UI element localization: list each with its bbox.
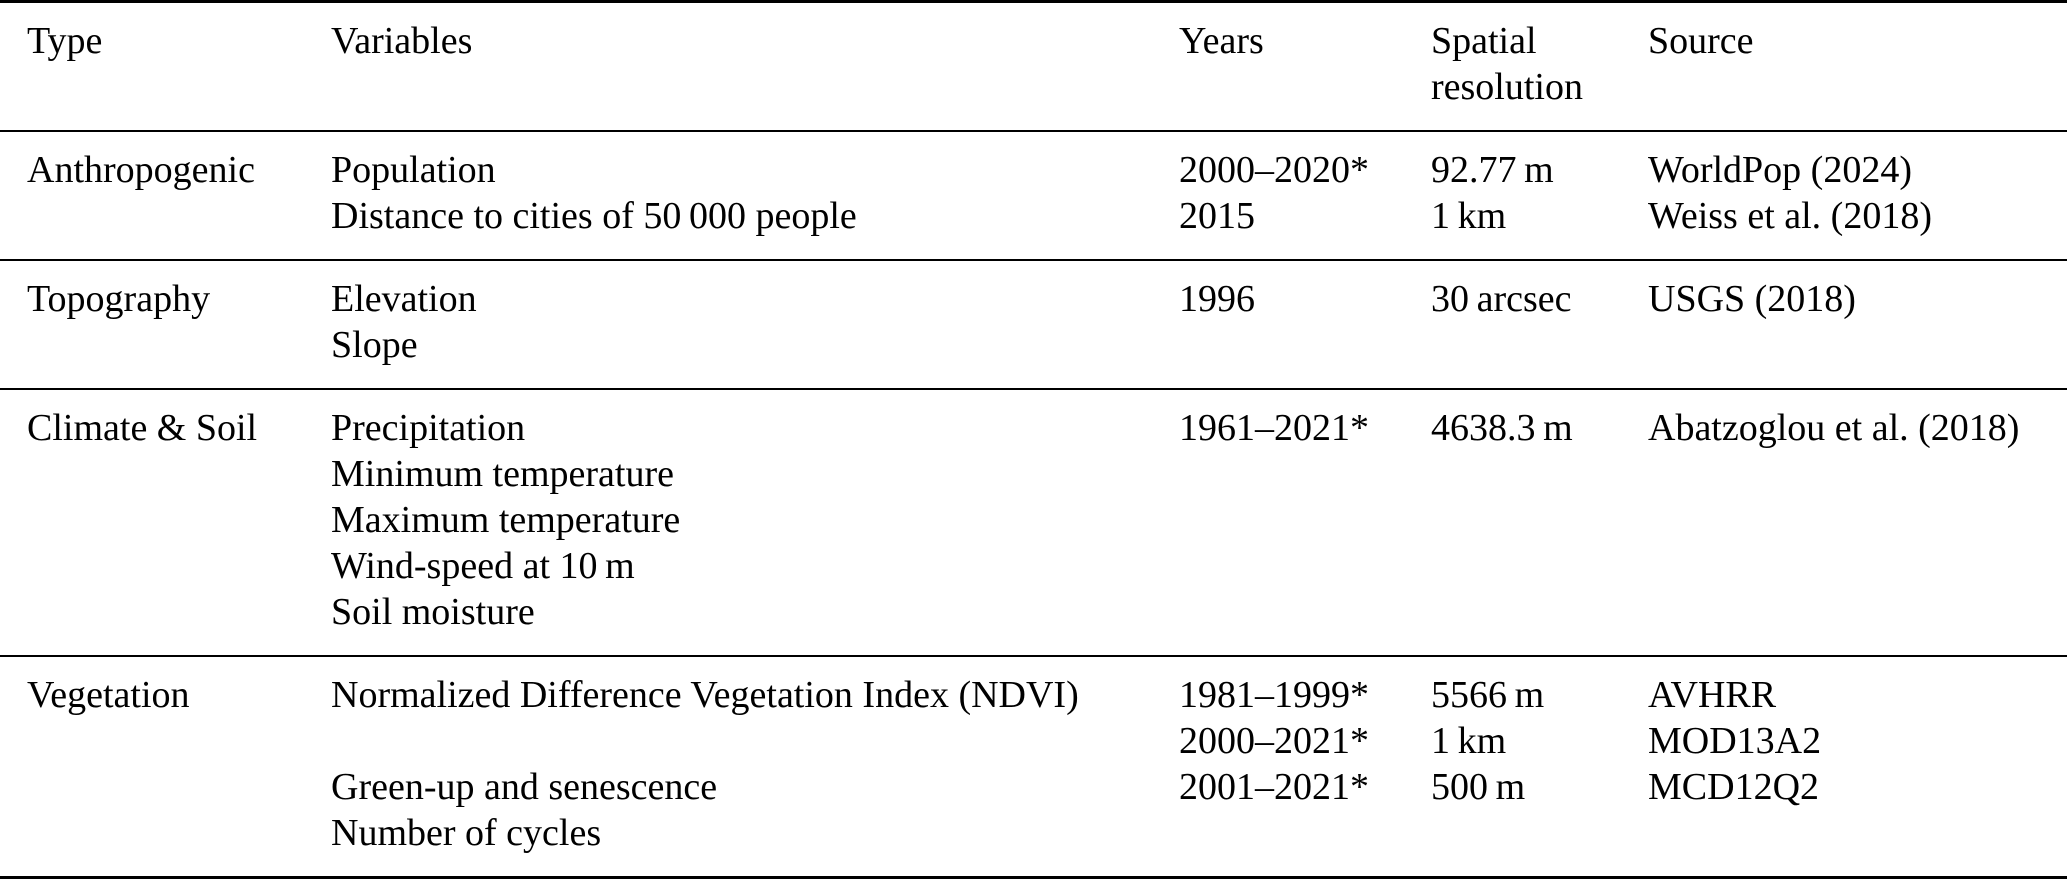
column-header-variables: Variables (331, 20, 473, 62)
type-cell: Climate & Soil (0, 389, 331, 656)
spatial-resolution-cell: 92.77 m 1 km (1431, 131, 1648, 260)
years-line: 1981–1999* (1179, 674, 1369, 716)
years-line: 2000–2020* (1179, 149, 1369, 191)
variable-line: Maximum temperature (331, 499, 681, 541)
spatial-resolution-cell: 4638.3 m (1431, 389, 1648, 656)
spatial-resolution-line: 1 km (1431, 195, 1507, 237)
variable-line: Green-up and senescence (331, 766, 718, 808)
source-line: AVHRR (1648, 674, 1777, 716)
variable-line: Number of cycles (331, 812, 602, 854)
header-cell-source: Source (1648, 2, 2067, 132)
variables-cell: Normalized Difference Vegetation Index (… (331, 656, 1179, 878)
years-line: 2001–2021* (1179, 766, 1369, 808)
column-header-source: Source (1648, 20, 1754, 62)
spatial-resolution-line: 500 m (1431, 766, 1526, 808)
type-label: Vegetation (27, 674, 190, 716)
years-cell: 1981–1999* 2000–2021* 2001–2021* (1179, 656, 1431, 878)
type-cell: Anthropogenic (0, 131, 331, 260)
years-cell: 1961–2021* (1179, 389, 1431, 656)
spatial-resolution-line: 92.77 m (1431, 149, 1554, 191)
years-cell: 2000–2020* 2015 (1179, 131, 1431, 260)
spatial-resolution-line: 30 arcsec (1431, 278, 1572, 320)
spatial-resolution-cell: 5566 m 1 km 500 m (1431, 656, 1648, 878)
source-line: Abatzoglou et al. (2018) (1648, 407, 2020, 449)
header-cell-type: Type (0, 2, 331, 132)
source-cell: Abatzoglou et al. (2018) (1648, 389, 2067, 656)
variable-line: Wind-speed at 10 m (331, 545, 635, 587)
variables-cell: Precipitation Minimum temperature Maximu… (331, 389, 1179, 656)
source-cell: AVHRR MOD13A2 MCD12Q2 (1648, 656, 2067, 878)
type-label: Climate & Soil (27, 407, 258, 449)
column-header-type: Type (27, 20, 103, 62)
variable-line: Distance to cities of 50 000 people (331, 195, 857, 237)
years-line: 1996 (1179, 278, 1255, 320)
variable-line: Soil moisture (331, 591, 535, 633)
source-line: USGS (2018) (1648, 278, 1856, 320)
years-line: 1961–2021* (1179, 407, 1369, 449)
source-line: MOD13A2 (1648, 720, 1822, 762)
variables-cell: Elevation Slope (331, 260, 1179, 389)
spatial-resolution-line: 4638.3 m (1431, 407, 1573, 449)
header-cell-variables: Variables (331, 2, 1179, 132)
years-line: 2000–2021* (1179, 720, 1369, 762)
source-line: MCD12Q2 (1648, 766, 1820, 808)
variable-line (331, 718, 1179, 764)
variable-line: Precipitation (331, 407, 526, 449)
source-cell: WorldPop (2024) Weiss et al. (2018) (1648, 131, 2067, 260)
table-row-anthropogenic: Anthropogenic Population Distance to cit… (0, 131, 2067, 260)
variable-line: Elevation (331, 278, 477, 320)
table-row-vegetation: Vegetation Normalized Difference Vegetat… (0, 656, 2067, 878)
spatial-resolution-line: 1 km (1431, 720, 1507, 762)
type-label: Topography (27, 278, 211, 320)
header-cell-spatial-resolution: Spatial resolution (1431, 2, 1648, 132)
source-line: Weiss et al. (2018) (1648, 195, 1932, 237)
table-row-topography: Topography Elevation Slope 1996 30 arcse… (0, 260, 2067, 389)
spatial-resolution-line: 5566 m (1431, 674, 1545, 716)
type-cell: Topography (0, 260, 331, 389)
header-cell-years: Years (1179, 2, 1431, 132)
years-line: 2015 (1179, 195, 1255, 237)
variable-line: Normalized Difference Vegetation Index (… (331, 674, 1079, 716)
type-label: Anthropogenic (27, 149, 255, 191)
source-line: WorldPop (2024) (1648, 149, 1912, 191)
column-header-spatial-resolution: Spatial resolution (1431, 20, 1583, 108)
variable-line: Minimum temperature (331, 453, 674, 495)
variable-line: Slope (331, 324, 418, 366)
variable-line: Population (331, 149, 496, 191)
source-cell: USGS (2018) (1648, 260, 2067, 389)
header-row: Type Variables Years Spatial resolution … (0, 2, 2067, 132)
variables-cell: Population Distance to cities of 50 000 … (331, 131, 1179, 260)
spatial-resolution-cell: 30 arcsec (1431, 260, 1648, 389)
table-row-climate-soil: Climate & Soil Precipitation Minimum tem… (0, 389, 2067, 656)
type-cell: Vegetation (0, 656, 331, 878)
column-header-years: Years (1179, 20, 1264, 62)
years-cell: 1996 (1179, 260, 1431, 389)
